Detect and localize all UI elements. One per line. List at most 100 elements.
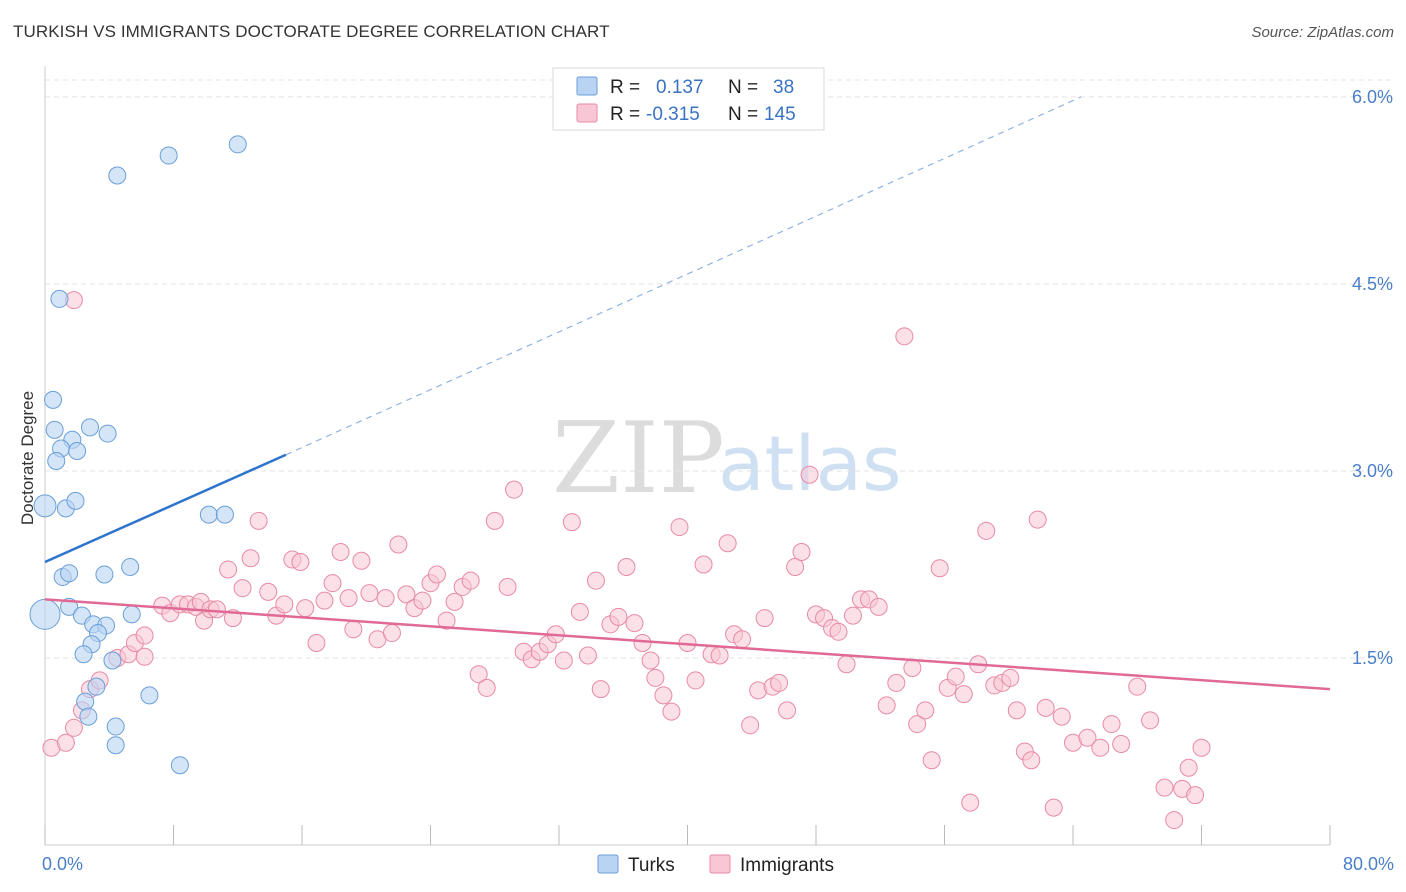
immigrants-point	[339, 589, 358, 608]
immigrants-point	[633, 634, 652, 653]
immigrants-point	[1179, 758, 1198, 777]
immigrants-point	[382, 624, 401, 643]
turks-point	[95, 565, 114, 584]
turks-point	[29, 598, 61, 630]
immigrants-point	[1165, 811, 1184, 830]
immigrants-point	[770, 673, 789, 692]
chart-source: Source: ZipAtlas.com	[1251, 24, 1394, 41]
immigrants-point	[485, 511, 504, 530]
immigrants-point	[1102, 715, 1121, 734]
immigrants-point	[887, 673, 906, 692]
immigrants-point	[323, 574, 342, 593]
legend-n-label-immigrants: N =	[728, 104, 758, 125]
immigrants-point	[352, 551, 371, 570]
turks-point	[199, 505, 218, 524]
turks-point	[79, 707, 98, 726]
immigrants-point	[1192, 738, 1211, 757]
y-axis-label: Doctorate Degree	[18, 391, 37, 525]
immigrants-point	[360, 584, 379, 603]
immigrants-point	[389, 535, 408, 554]
immigrants-point	[344, 620, 363, 639]
y-tick-label: 3.0%	[1352, 461, 1393, 481]
turks-point	[170, 756, 189, 775]
immigrants-point	[829, 622, 848, 641]
turks-point	[106, 736, 125, 755]
immigrants-point	[1022, 751, 1041, 770]
immigrants-point	[554, 651, 573, 670]
immigrants-point	[930, 559, 949, 578]
immigrants-point	[670, 518, 689, 537]
turks-point	[106, 717, 125, 736]
immigrants-point	[903, 658, 922, 677]
bottom-legend-swatch-turks	[597, 854, 619, 874]
immigrants-point	[505, 480, 524, 499]
x-axis-tick-labels: 0.0% 80.0%	[42, 854, 1394, 874]
immigrants-point	[869, 597, 888, 616]
legend-box	[552, 67, 825, 131]
chart-title: TURKISH VS IMMIGRANTS DOCTORATE DEGREE C…	[13, 22, 610, 41]
turks-point	[215, 505, 234, 524]
grid-lines	[45, 79, 1392, 659]
immigrants-point	[1052, 707, 1071, 726]
turks-point	[122, 605, 141, 624]
watermark-zip: ZIP	[552, 402, 725, 516]
immigrants-point	[413, 591, 432, 610]
immigrants-point	[1128, 677, 1147, 696]
immigrants-point	[1028, 510, 1047, 529]
turks-point	[44, 390, 63, 409]
turks-point	[121, 557, 140, 576]
immigrants-point	[586, 571, 605, 590]
immigrants-point	[694, 555, 713, 574]
immigrants-trend-line	[44, 598, 1331, 691]
immigrants-point	[922, 751, 941, 770]
turks-point	[50, 289, 69, 308]
immigrants-point	[570, 602, 589, 621]
bottom-legend-label-immigrants: Immigrants	[740, 855, 834, 876]
turks-point	[228, 135, 247, 154]
y-tick-label: 4.5%	[1352, 274, 1393, 294]
immigrants-point	[469, 665, 488, 684]
immigrants-point	[908, 715, 927, 734]
immigrants-point	[591, 680, 610, 699]
immigrants-point	[1141, 711, 1160, 730]
legend-swatch-immigrants	[576, 103, 598, 123]
immigrants-point	[1091, 738, 1110, 757]
immigrants-point	[445, 592, 464, 611]
immigrants-point	[718, 534, 737, 553]
immigrants-point	[1155, 778, 1174, 797]
immigrants-point	[778, 701, 797, 720]
y-tick-label: 1.5%	[1352, 648, 1393, 668]
legend-r-label-turks: R =	[610, 77, 640, 98]
turks-point	[87, 677, 106, 696]
immigrants-point	[916, 701, 935, 720]
legend-r-value-turks: 0.137	[656, 77, 704, 98]
immigrants-point	[837, 655, 856, 674]
immigrants-point	[477, 678, 496, 697]
immigrants-point	[578, 646, 597, 665]
watermark-atlas: atlas	[718, 419, 902, 508]
immigrants-point	[609, 607, 628, 626]
immigrants-point	[296, 599, 315, 618]
immigrants-point	[1112, 735, 1131, 754]
turks-points	[29, 135, 247, 775]
legend-n-value-turks: 38	[773, 77, 794, 98]
immigrants-point	[56, 733, 75, 752]
turks-point	[45, 420, 64, 439]
immigrants-point	[755, 609, 774, 628]
x-tick-label: 80.0%	[1343, 854, 1394, 874]
immigrants-point	[135, 647, 154, 666]
turks-trend-extension	[285, 96, 1082, 456]
immigrants-point	[954, 685, 973, 704]
immigrants-point	[895, 327, 914, 346]
turks-point	[108, 166, 127, 185]
immigrants-point	[1078, 728, 1097, 747]
immigrants-point	[961, 793, 980, 812]
trend-lines	[44, 96, 1331, 691]
immigrants-point	[233, 579, 252, 598]
immigrants-point	[331, 543, 350, 562]
bottom-legend-label-turks: Turks	[628, 855, 675, 876]
correlation-legend: R = 0.137 N = 38 R = -0.315 N = 145	[552, 67, 825, 131]
turks-trend-line	[44, 453, 287, 564]
legend-r-value-immigrants: -0.315	[646, 104, 700, 125]
